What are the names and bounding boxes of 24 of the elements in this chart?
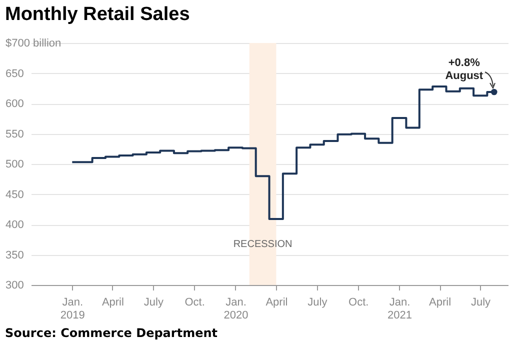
band-label: RECESSION bbox=[233, 239, 292, 250]
y-tick-label: 550 bbox=[6, 128, 24, 140]
x-tick-label: Oct. bbox=[348, 296, 369, 308]
x-tick-label: Jan. 2020 bbox=[224, 296, 248, 322]
annotation: +0.8% August bbox=[445, 57, 484, 82]
chart-title: Monthly Retail Sales bbox=[5, 4, 190, 26]
x-tick-label: Oct. bbox=[184, 296, 205, 308]
x-tick-label: July bbox=[144, 296, 164, 308]
y-tick-label: 400 bbox=[6, 219, 24, 231]
x-tick-label: April bbox=[429, 296, 452, 308]
y-tick-label: 450 bbox=[6, 188, 24, 201]
x-tick-label: April bbox=[266, 296, 288, 308]
x-tick-label: April bbox=[102, 296, 124, 308]
y-tick-label: $700 billion bbox=[6, 38, 62, 50]
y-tick-label: 350 bbox=[6, 249, 24, 262]
source-note: Source: Commerce Department bbox=[5, 326, 218, 340]
y-tick-label: 600 bbox=[6, 98, 24, 110]
x-tick-label: Jan. 2021 bbox=[388, 296, 412, 322]
x-tick-label: July bbox=[308, 296, 328, 308]
x-tick-label: Jan. 2019 bbox=[60, 296, 85, 322]
x-tick-label: July bbox=[470, 296, 492, 308]
y-tick-label: 500 bbox=[6, 158, 24, 170]
y-tick-label: 650 bbox=[6, 68, 24, 80]
y-tick-label: 300 bbox=[6, 280, 24, 292]
